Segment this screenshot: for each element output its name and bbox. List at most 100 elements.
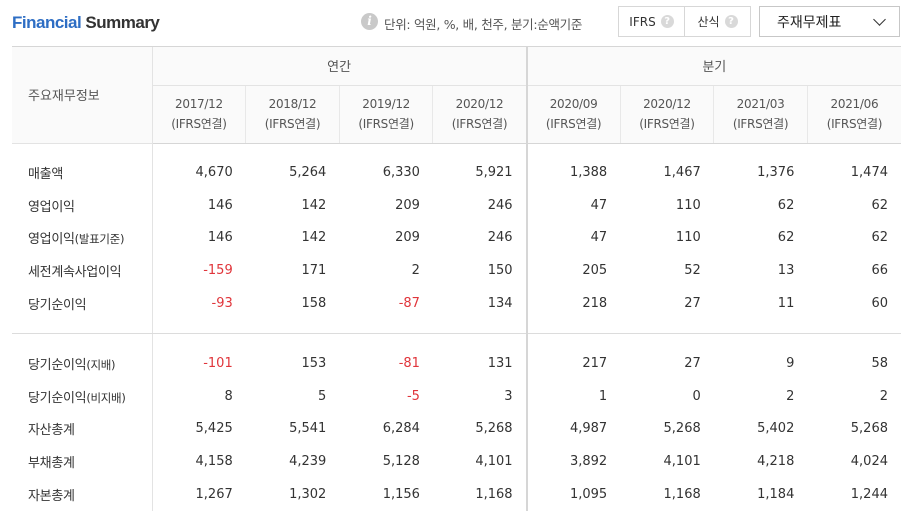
value-text: 62 xyxy=(777,230,795,246)
value-cell: 218 xyxy=(525,287,621,320)
value-cell: -87 xyxy=(339,287,433,320)
ifrs-toggle-button[interactable]: IFRS? xyxy=(619,7,684,36)
value-text: 1 xyxy=(598,388,608,404)
period-header: 2017/12 (IFRS연결) xyxy=(152,85,246,144)
value-text: 1,168 xyxy=(475,487,513,503)
row-label[interactable]: 자본총계 xyxy=(12,478,153,511)
period-header: 2021/03 (IFRS연결) xyxy=(713,85,808,144)
value-cell: 13 xyxy=(714,254,808,287)
value-cell: 60 xyxy=(807,287,901,320)
value-text: -81 xyxy=(398,355,420,371)
value-text: 27 xyxy=(684,296,701,312)
row-label-text: 영업이익 xyxy=(28,232,75,248)
ifrs-help-icon[interactable]: ? xyxy=(660,15,674,28)
table-row: 당기순이익 -93 158 -87 134 218 27 11 60 xyxy=(12,287,901,320)
value-cell: 150 xyxy=(433,254,527,287)
value-text: 13 xyxy=(777,263,795,279)
value-cell: 246 xyxy=(433,222,527,255)
row-label[interactable]: 영업이익(발표기준) xyxy=(12,221,153,255)
spacer-cell xyxy=(714,143,808,156)
row-label[interactable]: 부채총계 xyxy=(12,445,153,479)
value-cell: 1,168 xyxy=(433,478,527,511)
spacer-cell xyxy=(339,334,433,347)
value-text: 142 xyxy=(301,197,327,213)
spacer-cell xyxy=(620,143,714,156)
value-cell: 158 xyxy=(246,287,340,320)
value-cell: 134 xyxy=(433,287,527,320)
section-title: Financial Summary xyxy=(12,13,160,33)
value-cell: 4,218 xyxy=(714,445,808,478)
value-text: 5,268 xyxy=(850,421,888,437)
value-cell: 3 xyxy=(433,380,527,413)
table-row: 세전계속사업이익 -159 171 2 150 205 52 13 66 xyxy=(12,254,901,288)
table-row: 영업이익 146 142 209 246 47 110 62 62 xyxy=(12,188,901,222)
spacer-cell xyxy=(807,334,901,347)
value-cell: 1,244 xyxy=(807,478,901,511)
spacer-cell xyxy=(807,143,901,156)
row-label-text: 매출액 xyxy=(28,166,63,182)
table-row: 자본총계 1,267 1,302 1,156 1,168 1,095 1,168 1,184 1… xyxy=(12,478,901,511)
value-cell: 171 xyxy=(246,254,340,287)
value-text: 4,101 xyxy=(475,454,513,470)
value-text: 246 xyxy=(487,197,513,213)
row-label[interactable]: 당기순이익 xyxy=(12,287,153,320)
row-label-text: 자본총계 xyxy=(28,489,75,505)
period-date: 2021/03 xyxy=(736,97,785,111)
period-header: 2021/06 (IFRS연결) xyxy=(806,85,901,144)
value-cell: 146 xyxy=(152,222,246,255)
value-text: 146 xyxy=(207,230,233,246)
value-cell: 5,268 xyxy=(433,413,527,446)
value-cell: 1 xyxy=(525,379,621,413)
value-cell: 1,095 xyxy=(525,478,621,511)
value-text: -5 xyxy=(406,388,420,404)
spacer-cell xyxy=(433,143,527,156)
value-cell: 47 xyxy=(525,221,621,255)
row-label[interactable]: 영업이익 xyxy=(12,188,153,222)
row-label[interactable]: 당기순이익(비지배) xyxy=(12,379,153,413)
value-text: 9 xyxy=(786,355,795,371)
statement-type-select[interactable]: 주재무제표 xyxy=(759,6,900,37)
value-text: 1,467 xyxy=(663,164,701,180)
value-text: -93 xyxy=(211,296,233,312)
row-label[interactable]: 자산총계 xyxy=(12,412,153,446)
period-basis: (IFRS연결) xyxy=(639,117,695,131)
value-text: 4,158 xyxy=(195,454,233,470)
value-text: 2 xyxy=(411,263,420,279)
value-cell: 1,388 xyxy=(525,156,621,189)
value-text: 2 xyxy=(879,388,888,404)
period-basis: (IFRS연결) xyxy=(451,117,508,131)
row-label-text: 세전계속사업이익 xyxy=(28,265,122,281)
ifrs-toggle-label: IFRS xyxy=(629,14,656,29)
value-text: 8 xyxy=(224,388,233,404)
value-text: 52 xyxy=(684,263,701,279)
value-text: 62 xyxy=(871,230,888,246)
value-cell: 5,268 xyxy=(620,413,714,446)
value-text: 6,330 xyxy=(382,164,420,180)
value-text: 218 xyxy=(582,296,608,312)
row-label[interactable]: 매출액 xyxy=(12,156,153,189)
value-text: 11 xyxy=(777,296,795,312)
value-cell: 1,302 xyxy=(246,478,340,511)
value-text: 2 xyxy=(786,388,795,404)
spacer-cell xyxy=(245,319,340,335)
row-label[interactable]: 세전계속사업이익 xyxy=(12,254,153,288)
value-cell: 1,267 xyxy=(152,478,246,511)
value-cell: 110 xyxy=(620,189,714,222)
spacer-row xyxy=(12,143,901,156)
value-text: 1,474 xyxy=(850,164,888,180)
chevron-down-icon xyxy=(873,13,886,26)
formula-help-icon[interactable]: ? xyxy=(724,15,738,28)
value-text: 60 xyxy=(871,296,888,312)
period-basis: (IFRS연결) xyxy=(732,117,789,131)
info-icon[interactable]: i xyxy=(361,13,378,30)
value-cell: 66 xyxy=(807,254,901,287)
formula-toggle-button[interactable]: 산식? xyxy=(684,7,750,36)
value-text: 150 xyxy=(487,263,513,279)
section-title-financial: Financial xyxy=(12,13,82,32)
value-text: 142 xyxy=(301,230,327,246)
value-cell: 5,425 xyxy=(152,413,246,446)
row-label[interactable]: 당기순이익(지배) xyxy=(12,346,153,380)
value-text: 5,268 xyxy=(475,421,513,437)
value-cell: 2 xyxy=(807,380,901,413)
spacer-cell xyxy=(433,334,527,347)
